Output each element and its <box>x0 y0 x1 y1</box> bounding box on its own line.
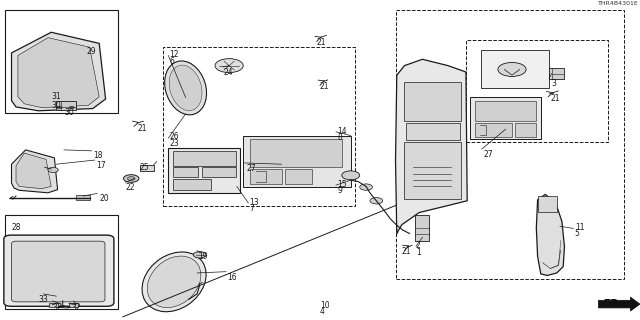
Text: 27: 27 <box>483 150 493 159</box>
Bar <box>250 169 282 184</box>
Bar <box>481 50 549 88</box>
Circle shape <box>124 175 139 182</box>
Bar <box>173 151 236 166</box>
Text: 21: 21 <box>402 247 412 256</box>
Text: 1: 1 <box>416 247 420 257</box>
Bar <box>538 196 557 212</box>
Bar <box>475 123 512 137</box>
Text: 20: 20 <box>99 195 109 204</box>
Text: 23: 23 <box>170 140 179 148</box>
Text: 32: 32 <box>72 302 81 311</box>
Text: 22: 22 <box>125 183 135 192</box>
Text: 3: 3 <box>552 79 557 88</box>
Text: 4: 4 <box>320 307 325 316</box>
Text: 16: 16 <box>227 273 237 282</box>
Polygon shape <box>12 150 58 193</box>
Bar <box>475 100 536 121</box>
Text: 30: 30 <box>64 108 74 116</box>
Bar <box>140 165 154 171</box>
Circle shape <box>498 62 526 76</box>
Circle shape <box>342 171 360 180</box>
Text: 15: 15 <box>337 180 347 189</box>
Bar <box>56 100 76 110</box>
Bar <box>168 148 240 193</box>
Bar <box>69 303 78 307</box>
Text: 5: 5 <box>575 229 580 238</box>
Polygon shape <box>12 32 106 111</box>
Bar <box>396 10 624 279</box>
Polygon shape <box>598 297 640 311</box>
FancyBboxPatch shape <box>12 241 105 302</box>
Bar <box>49 303 58 307</box>
Text: 13: 13 <box>250 197 259 207</box>
Ellipse shape <box>164 61 207 115</box>
Text: 6: 6 <box>170 57 175 66</box>
Bar <box>466 40 608 142</box>
Text: FR.: FR. <box>603 299 623 309</box>
Polygon shape <box>18 38 99 108</box>
Text: 17: 17 <box>96 161 106 170</box>
Text: 12: 12 <box>170 50 179 60</box>
Text: 21: 21 <box>550 94 560 103</box>
Bar <box>250 139 342 167</box>
Bar <box>404 82 461 121</box>
Text: 25: 25 <box>140 163 149 172</box>
Bar <box>163 46 355 205</box>
Text: 21: 21 <box>138 124 147 132</box>
Text: 19: 19 <box>198 252 208 260</box>
Text: 24: 24 <box>224 68 234 77</box>
Bar <box>5 10 118 113</box>
Text: 26: 26 <box>170 132 179 141</box>
Text: 7: 7 <box>250 204 255 213</box>
Text: 18: 18 <box>93 151 102 161</box>
Text: 11: 11 <box>575 223 584 232</box>
Bar <box>285 169 312 184</box>
Circle shape <box>215 59 243 73</box>
Text: 9: 9 <box>337 187 342 196</box>
Polygon shape <box>396 59 467 234</box>
Bar <box>243 136 351 187</box>
Text: 31: 31 <box>51 92 61 101</box>
Text: 30: 30 <box>51 100 61 110</box>
Circle shape <box>57 106 62 109</box>
Circle shape <box>360 184 372 190</box>
Bar <box>549 68 564 79</box>
Text: 21: 21 <box>317 38 326 47</box>
Text: 27: 27 <box>246 164 256 173</box>
Text: 14: 14 <box>337 127 347 136</box>
Text: 2: 2 <box>416 241 420 250</box>
Bar <box>173 167 198 177</box>
Bar <box>76 196 90 200</box>
Circle shape <box>48 167 58 172</box>
Text: 28: 28 <box>12 223 21 232</box>
Text: 33: 33 <box>38 295 48 304</box>
Text: 21: 21 <box>320 82 330 91</box>
Circle shape <box>370 197 383 204</box>
Bar <box>415 215 429 241</box>
Bar <box>515 123 536 137</box>
Text: 29: 29 <box>86 46 96 56</box>
Bar <box>470 97 541 140</box>
Text: 32: 32 <box>52 302 62 311</box>
Circle shape <box>193 252 206 258</box>
Bar <box>202 167 236 177</box>
Ellipse shape <box>142 252 206 312</box>
Text: 8: 8 <box>337 133 342 142</box>
FancyBboxPatch shape <box>4 235 114 306</box>
Polygon shape <box>536 195 564 276</box>
Bar <box>5 215 118 309</box>
Bar <box>404 142 461 199</box>
Bar <box>406 123 460 140</box>
Text: 10: 10 <box>320 301 330 310</box>
Text: THR4B4301E: THR4B4301E <box>598 1 639 6</box>
Ellipse shape <box>147 256 201 308</box>
Bar <box>173 179 211 190</box>
Polygon shape <box>16 153 51 189</box>
Circle shape <box>127 177 135 180</box>
Circle shape <box>69 106 74 109</box>
Ellipse shape <box>169 65 202 111</box>
